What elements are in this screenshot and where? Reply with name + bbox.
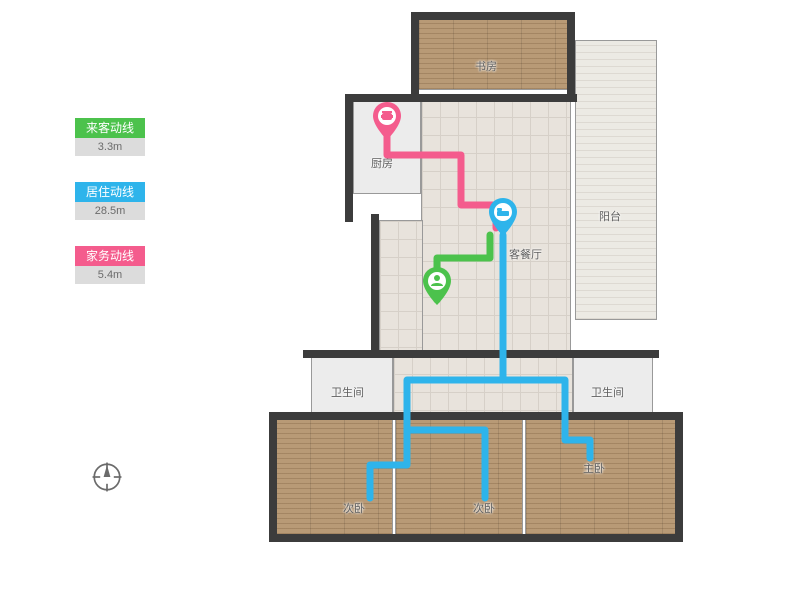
room-hall <box>393 355 573 415</box>
wall <box>303 350 659 358</box>
room-study <box>418 18 568 90</box>
wall <box>675 412 683 542</box>
room-label-bath1: 卫生间 <box>331 384 364 400</box>
room-bed-left <box>275 417 393 535</box>
legend-label: 家务动线 <box>75 246 145 266</box>
legend-value: 5.4m <box>75 266 145 284</box>
legend-item-living: 居住动线 28.5m <box>75 182 145 220</box>
legend-label: 来客动线 <box>75 118 145 138</box>
marker-guest <box>422 267 452 305</box>
wall <box>269 412 277 542</box>
room-bed-mid <box>395 417 523 535</box>
wall <box>345 94 353 222</box>
room-label-bed-r: 主卧 <box>583 460 605 476</box>
room-label-living: 客餐厅 <box>509 246 542 262</box>
room-label-bed-m: 次卧 <box>473 500 495 516</box>
room-label-bed-l: 次卧 <box>343 500 365 516</box>
wall <box>371 214 379 354</box>
room-bed-right <box>525 417 677 535</box>
wall <box>269 412 683 420</box>
room-label-bath2: 卫生间 <box>591 384 624 400</box>
room-label-kitchen: 厨房 <box>371 155 393 171</box>
room-label-study: 书房 <box>475 58 497 74</box>
room-entry <box>379 220 423 353</box>
room-balcony <box>575 40 657 320</box>
compass-icon <box>90 460 124 494</box>
marker-living <box>488 198 518 236</box>
floor-plan: 书房 厨房 客餐厅 阳台 卫生间 卫生间 次卧 次卧 主卧 <box>275 10 735 570</box>
wall <box>269 534 683 542</box>
room-label-balcony: 阳台 <box>599 208 621 224</box>
legend-value: 3.3m <box>75 138 145 156</box>
wall <box>567 12 575 98</box>
legend-value: 28.5m <box>75 202 145 220</box>
wall <box>345 94 577 102</box>
route-legend: 来客动线 3.3m 居住动线 28.5m 家务动线 5.4m <box>75 118 145 310</box>
legend-item-guest: 来客动线 3.3m <box>75 118 145 156</box>
wall <box>411 12 419 98</box>
wall <box>411 12 573 20</box>
legend-item-chores: 家务动线 5.4m <box>75 246 145 284</box>
legend-label: 居住动线 <box>75 182 145 202</box>
marker-chores <box>372 102 402 140</box>
